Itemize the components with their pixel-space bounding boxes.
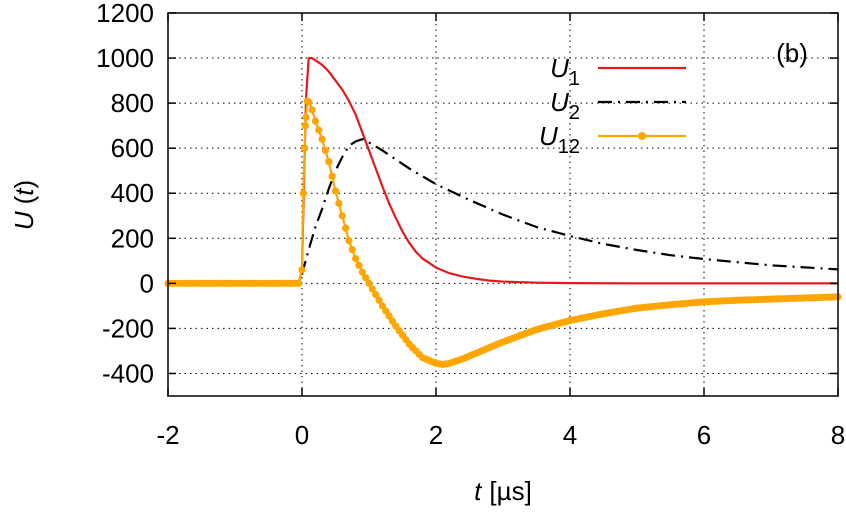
data-point	[352, 254, 360, 263]
grid	[168, 13, 838, 396]
data-point	[311, 117, 319, 125]
data-point	[385, 312, 393, 320]
data-point	[338, 212, 346, 220]
x-tick-label: 6	[697, 420, 711, 450]
data-point	[368, 285, 376, 293]
x-tick-label: 2	[429, 420, 443, 450]
data-point	[301, 122, 309, 130]
x-tick-label: 0	[295, 420, 309, 450]
legend-subscript: 1	[569, 68, 580, 90]
data-point	[298, 266, 306, 274]
data-point	[375, 296, 383, 304]
y-axis-open: (	[9, 195, 39, 204]
y-tick-label: 400	[111, 178, 154, 208]
data-point	[378, 302, 386, 310]
x-tick-label: -2	[156, 420, 179, 450]
series-layer	[164, 56, 842, 369]
data-point	[328, 172, 336, 180]
y-tick-label: 200	[111, 223, 154, 253]
x-tick-label: 4	[563, 420, 577, 450]
data-point	[341, 224, 350, 232]
x-axis-var: t	[474, 476, 483, 506]
legend-var: U	[550, 53, 569, 83]
data-point	[325, 158, 333, 166]
y-tick-label: -400	[102, 358, 154, 388]
data-point	[305, 98, 313, 106]
series-u2-line	[168, 138, 839, 285]
y-tick-label: 800	[111, 88, 154, 118]
data-point	[308, 106, 316, 114]
data-point	[295, 279, 303, 287]
data-point	[365, 279, 373, 287]
annotation-label: (b)	[776, 38, 808, 68]
y-axis-label: U (t)	[9, 180, 39, 230]
data-point	[355, 261, 363, 269]
plot-frame	[167, 12, 839, 397]
legend-marker	[638, 132, 646, 140]
ticks	[167, 12, 839, 396]
data-point	[348, 245, 356, 254]
data-point	[318, 135, 326, 143]
data-point	[335, 199, 343, 207]
series-u1-line	[168, 56, 838, 285]
tick-labels: -2 0 2 4 6 8 -400 -200 0 200 400 600 800 1000 1200	[96, 0, 845, 450]
y-axis-close: )	[9, 180, 39, 189]
data-point	[321, 146, 330, 155]
data-point	[299, 189, 307, 197]
y-tick-label: 1200	[96, 0, 154, 28]
legend-subscript: 2	[569, 102, 580, 124]
legend-var: U	[539, 121, 558, 151]
y-axis-arg: t	[9, 187, 39, 196]
x-axis-unit: [µs]	[489, 476, 531, 506]
legend-label: U1	[550, 53, 580, 90]
data-point	[345, 236, 353, 245]
y-tick-label: -200	[102, 313, 154, 343]
data-point	[362, 274, 370, 282]
data-point	[302, 113, 310, 121]
data-point	[388, 317, 397, 325]
data-point	[372, 291, 380, 299]
y-tick-label: 0	[140, 268, 154, 298]
data-point	[382, 307, 390, 315]
data-point	[315, 126, 323, 134]
legend-label: U12	[539, 121, 580, 158]
legend-label: U2	[550, 87, 580, 124]
series-u12-line	[168, 99, 839, 366]
legend-var: U	[550, 87, 569, 117]
data-point	[331, 187, 340, 195]
x-axis-label: t [µs]	[474, 476, 532, 506]
x-tick-label: 8	[831, 420, 845, 450]
data-point	[301, 144, 309, 152]
y-tick-label: 600	[111, 133, 154, 163]
y-axis-var: U	[9, 211, 39, 230]
series-u12-points	[164, 97, 842, 369]
y-tick-label: 1000	[96, 43, 154, 73]
legend-subscript: 12	[558, 136, 580, 158]
data-point	[358, 268, 366, 276]
